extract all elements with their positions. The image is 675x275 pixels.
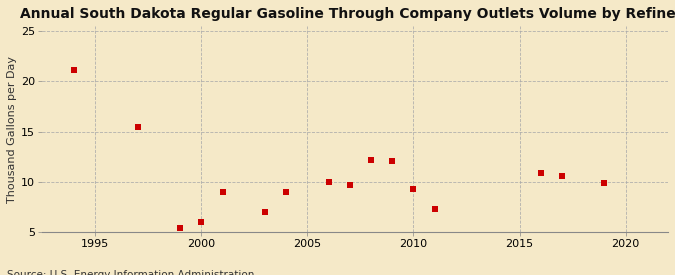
Point (557, 174, 568, 178)
Point (196, 220, 207, 224)
Point (344, 183, 355, 187)
Point (281, 189, 292, 194)
Point (535, 170, 546, 175)
Title: Annual South Dakota Regular Gasoline Through Company Outlets Volume by Refiners: Annual South Dakota Regular Gasoline Thr… (20, 7, 675, 21)
Point (69, 68, 80, 73)
Point (429, 207, 440, 211)
Point (408, 186, 419, 191)
Text: Source: U.S. Energy Information Administration: Source: U.S. Energy Information Administ… (7, 271, 254, 275)
Point (217, 189, 228, 194)
Point (260, 210, 271, 214)
Point (599, 180, 610, 185)
Point (387, 158, 398, 163)
Point (175, 226, 186, 230)
Point (366, 158, 377, 162)
Point (132, 124, 143, 129)
Y-axis label: Thousand Gallons per Day: Thousand Gallons per Day (7, 56, 17, 203)
Point (323, 180, 334, 184)
